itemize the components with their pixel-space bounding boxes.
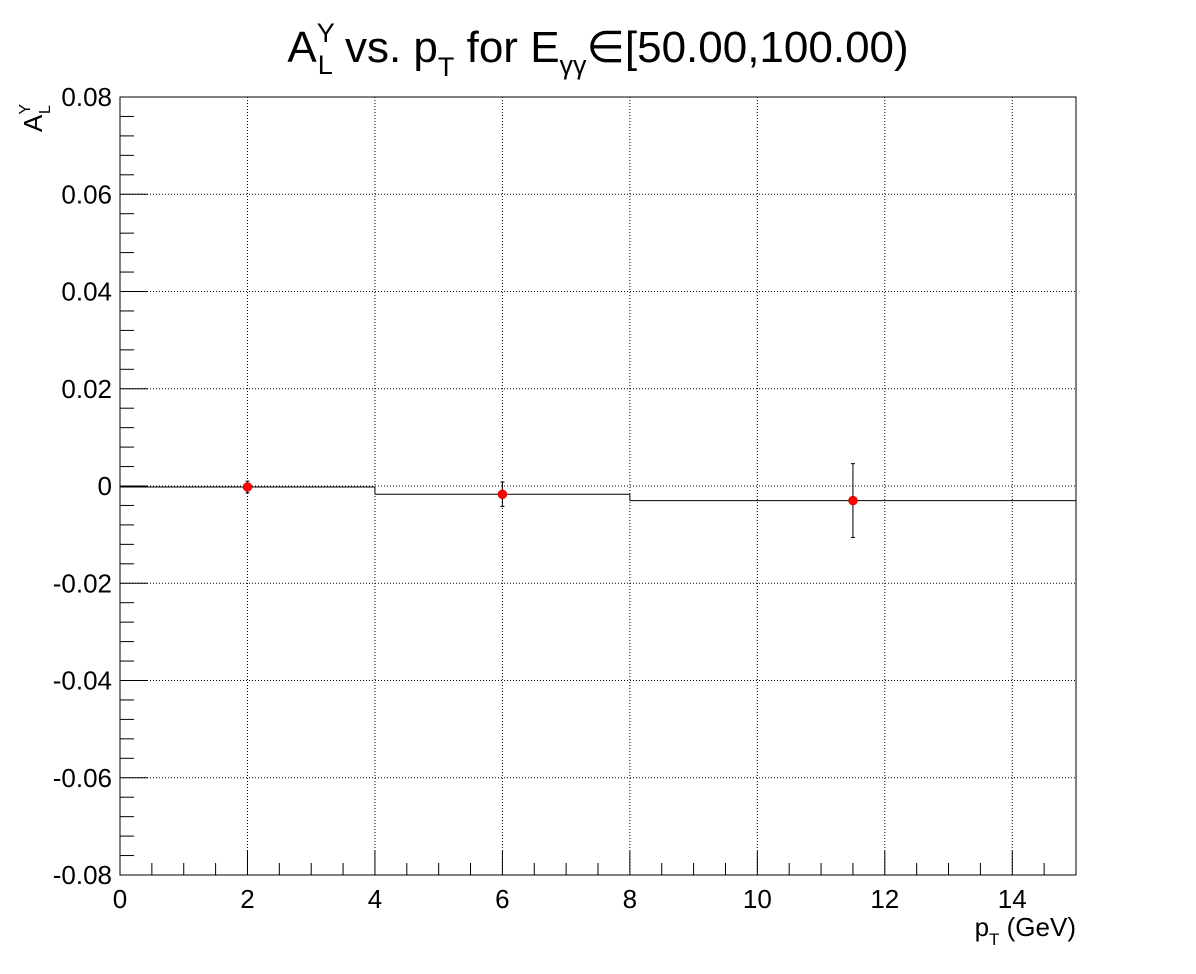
x-axis-label: pT (GeV) bbox=[975, 912, 1076, 949]
xlabel-sub: T bbox=[989, 930, 999, 949]
title-base-sub: L bbox=[318, 50, 333, 80]
tick-labels: 0 2 4 6 8 10 12 14 -0.08 -0.06 -0.04 -0.02 0 0.02 0.04… bbox=[53, 82, 1027, 914]
x-tick-label: 6 bbox=[495, 884, 509, 914]
x-tick-label: 4 bbox=[368, 884, 382, 914]
ticks bbox=[119, 96, 1077, 876]
ylabel-sup: Y bbox=[17, 104, 34, 115]
chart-title: AY L vs. pT for Eγγ∈[50.00,100.00) bbox=[287, 18, 908, 82]
y-tick-label: -0.08 bbox=[53, 860, 112, 890]
y-tick-label: 0.06 bbox=[61, 179, 112, 209]
xlabel-rest: (GeV) bbox=[999, 912, 1076, 942]
y-tick-label: 0 bbox=[98, 471, 112, 501]
title-tail1: for E bbox=[454, 23, 559, 72]
x-tick-label: 8 bbox=[623, 884, 637, 914]
y-tick-label: -0.02 bbox=[53, 568, 112, 598]
title-mid: vs. p bbox=[333, 23, 438, 72]
data-point bbox=[497, 489, 508, 500]
data-point bbox=[242, 482, 253, 492]
x-tick-label: 10 bbox=[743, 884, 772, 914]
x-tick-label: 0 bbox=[113, 884, 127, 914]
data-point bbox=[848, 495, 858, 506]
title-tail1-sub: γγ bbox=[560, 50, 588, 80]
fit-steps bbox=[120, 486, 1076, 502]
title-base-sup: Y bbox=[317, 18, 335, 48]
title-tail2: ∈[50.00,100.00) bbox=[587, 23, 909, 72]
y-tick-label: 0.04 bbox=[61, 277, 112, 307]
y-tick-label: 0.02 bbox=[61, 374, 112, 404]
y-tick-label: 0.08 bbox=[61, 82, 112, 112]
y-tick-label: -0.04 bbox=[53, 666, 112, 696]
y-axis-label: AY L bbox=[17, 104, 54, 132]
title-mid-sub: T bbox=[438, 52, 455, 82]
x-tick-label: 2 bbox=[240, 884, 254, 914]
ylabel-main: A bbox=[18, 114, 48, 132]
xlabel-main: p bbox=[975, 912, 989, 942]
x-tick-label: 14 bbox=[998, 884, 1027, 914]
data-points bbox=[242, 463, 858, 539]
ylabel-sub: L bbox=[37, 105, 54, 114]
x-tick-label: 12 bbox=[870, 884, 899, 914]
grid bbox=[120, 97, 1076, 875]
y-tick-label: -0.06 bbox=[53, 763, 112, 793]
title-base: A bbox=[287, 23, 317, 72]
